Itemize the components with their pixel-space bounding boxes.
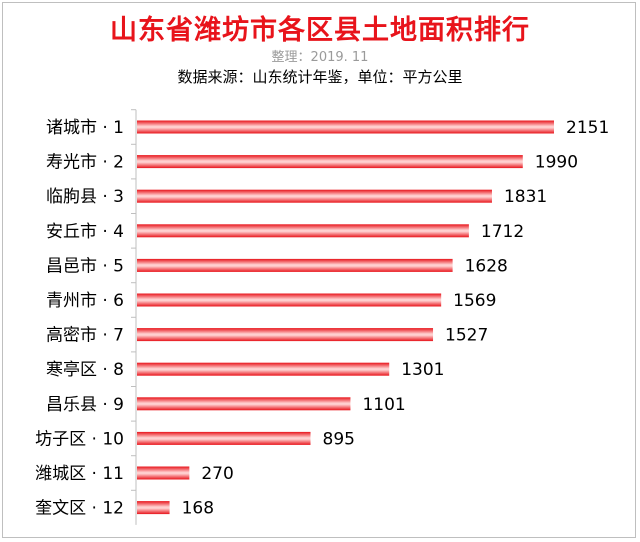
bar: [137, 189, 492, 203]
bar: [137, 501, 170, 515]
bar: [137, 466, 190, 480]
bar: [137, 362, 390, 376]
category-label: 安丘市 · 4: [46, 222, 124, 242]
category-label: 潍城区 · 11: [35, 464, 124, 484]
data-label: 2151: [566, 118, 609, 138]
category-label: 奎文区 · 12: [35, 499, 124, 519]
category-label: 高密市 · 7: [46, 326, 124, 346]
bar: [137, 431, 311, 445]
data-label: 1569: [453, 291, 496, 311]
bar: [137, 120, 554, 134]
bar: [137, 258, 453, 272]
category-label: 昌邑市 · 5: [46, 256, 124, 276]
bar: [137, 155, 523, 169]
chart-title: 山东省潍坊市各区县土地面积排行: [110, 15, 530, 46]
bar: [137, 293, 442, 307]
data-label: 168: [182, 499, 214, 519]
data-label: 1101: [362, 395, 405, 415]
data-label: 1712: [481, 222, 524, 242]
category-label: 坊子区 · 10: [35, 429, 124, 449]
category-label: 临朐县 · 3: [46, 187, 124, 207]
bar: [137, 328, 434, 342]
chart-subtitle: 整理：2019. 11: [271, 50, 369, 65]
chart-source-note: 数据来源：山东统计年鉴，单位：平方公里: [177, 68, 463, 86]
category-label: 诸城市 · 1: [46, 118, 124, 138]
bar: [137, 224, 469, 238]
category-label: 寒亭区 · 8: [46, 360, 124, 380]
category-label: 昌乐县 · 9: [46, 395, 124, 415]
data-label: 270: [201, 464, 233, 484]
category-label: 寿光市 · 2: [46, 153, 124, 173]
data-label: 1527: [445, 326, 488, 346]
data-label: 1628: [465, 256, 508, 276]
bar: [137, 397, 351, 411]
data-label: 1831: [504, 187, 547, 207]
data-label: 895: [323, 429, 355, 449]
category-label: 青州市 · 6: [46, 291, 124, 311]
data-label: 1990: [535, 153, 578, 173]
chart-frame: [2, 2, 636, 538]
data-label: 1301: [401, 360, 444, 380]
